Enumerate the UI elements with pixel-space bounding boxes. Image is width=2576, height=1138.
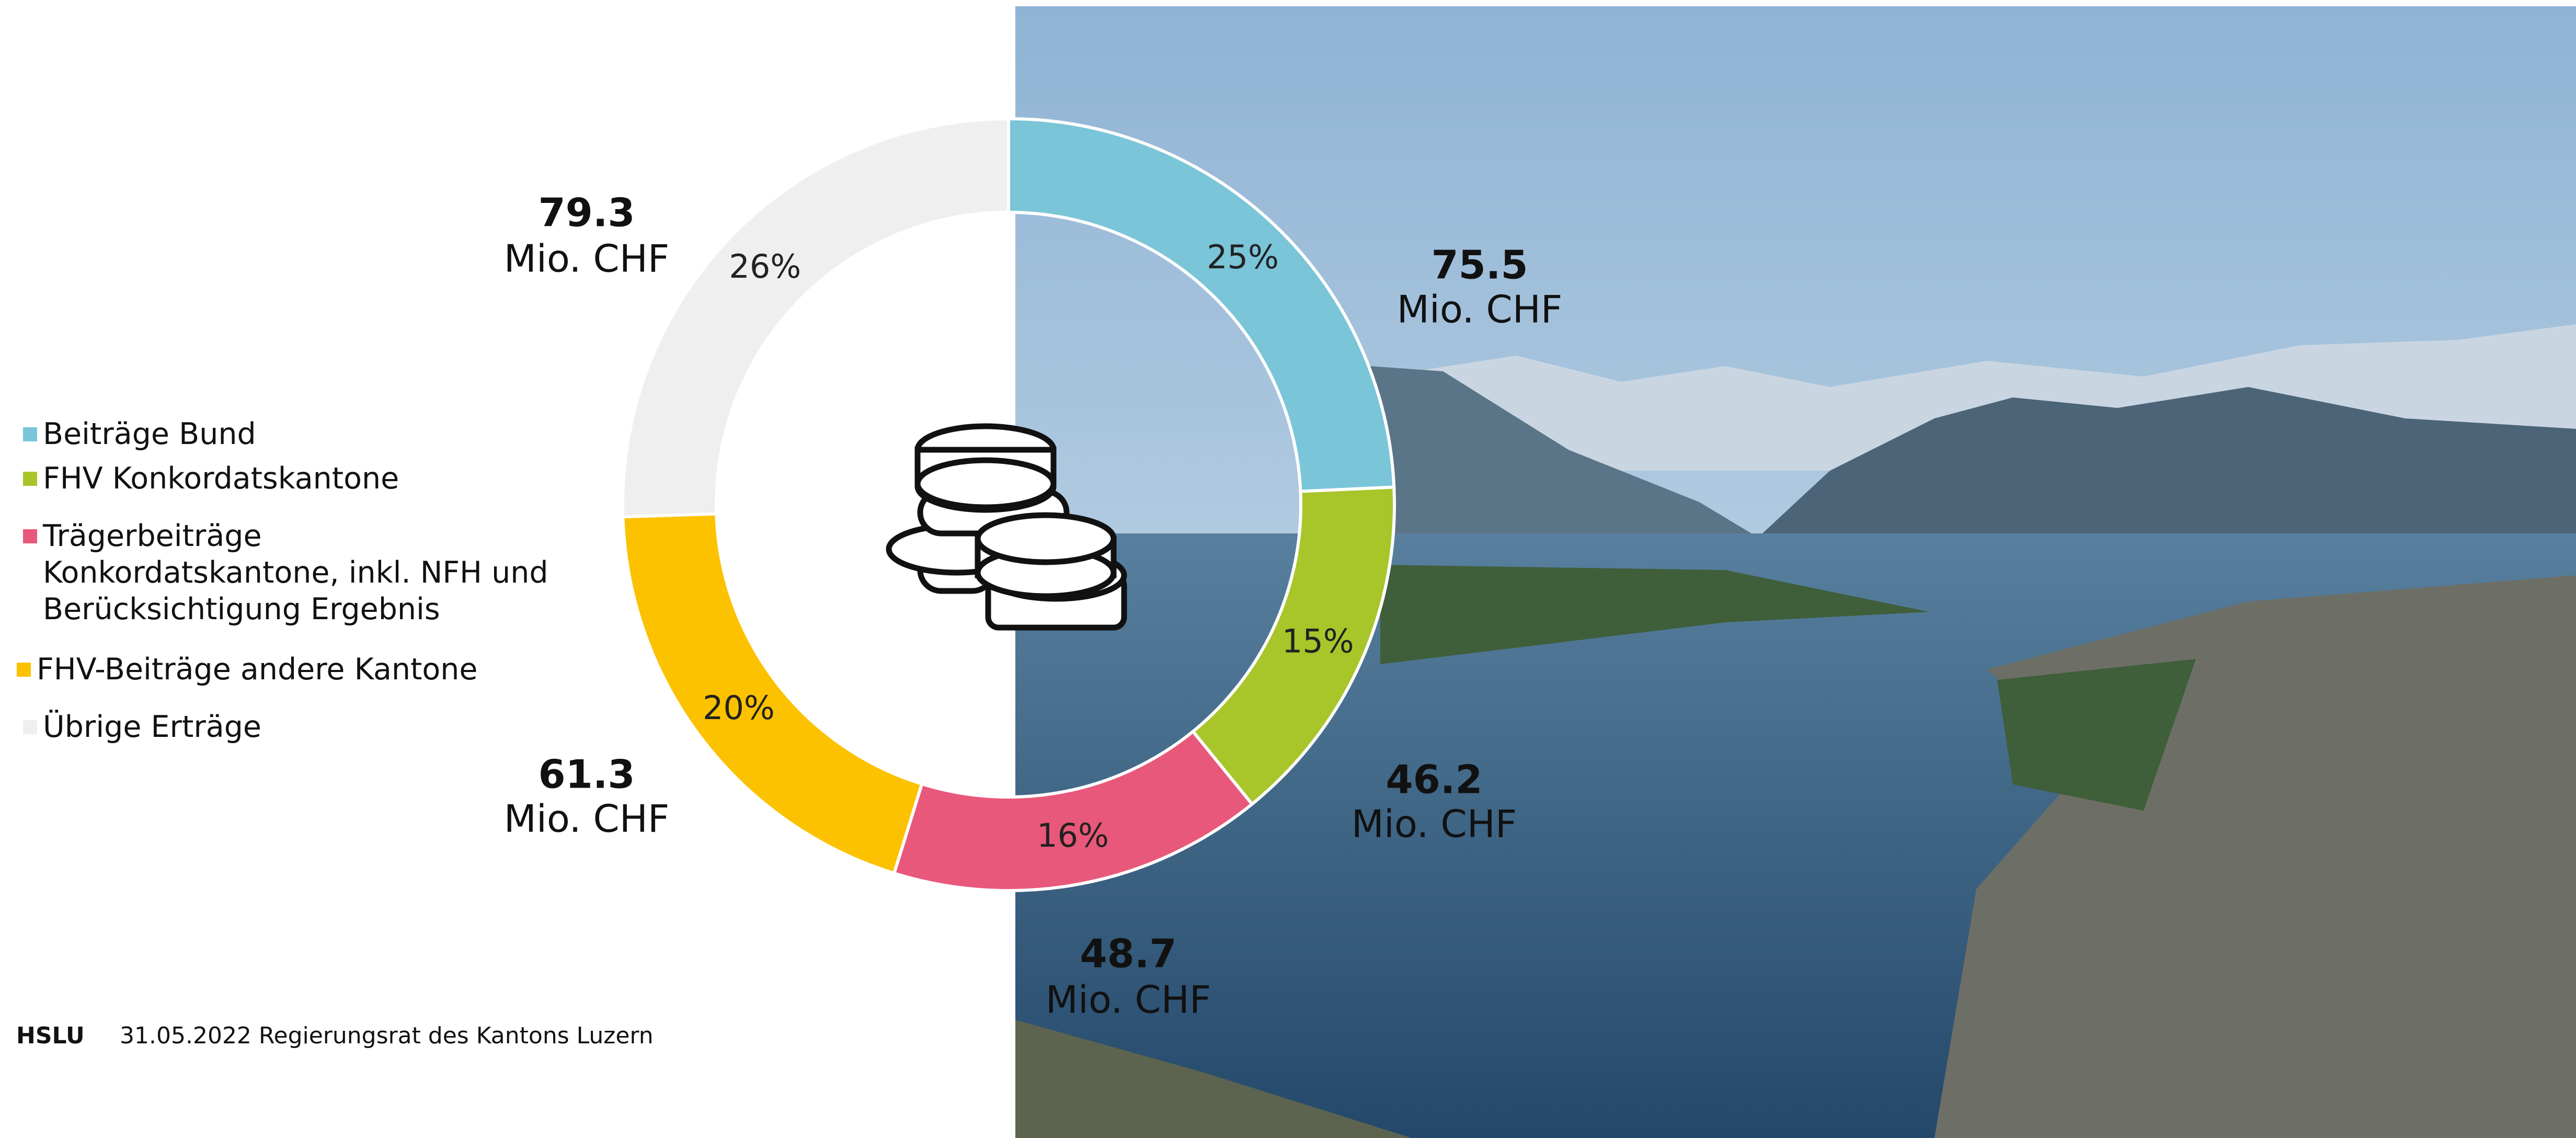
percent-label: 15%: [1282, 622, 1354, 660]
unit-label: Mio. CHF: [1397, 288, 1563, 332]
unit-label: Mio. CHF: [504, 797, 670, 841]
background-photo: [1015, 6, 2576, 1138]
donut-segment: [1007, 117, 1396, 493]
legend-label: Trägerbeiträge Konkordatskantone, inkl. …: [43, 519, 548, 627]
percent-label: 20%: [703, 689, 775, 727]
unit-label: Mio. CHF: [1352, 802, 1517, 846]
value-label: 61.3: [538, 752, 635, 798]
legend-label: Beiträge Bund: [43, 417, 256, 451]
unit-label: Mio. CHF: [504, 237, 670, 281]
coins-icon: [886, 423, 1127, 631]
legend-label: Übrige Erträge: [43, 710, 261, 744]
percent-label: 25%: [1207, 238, 1279, 276]
value-label: 75.5: [1431, 242, 1528, 288]
legend-label: FHV Konkordatskantone: [43, 461, 399, 496]
percent-label: 16%: [1037, 816, 1109, 855]
legend-swatch: [23, 472, 37, 486]
percent-label: 26%: [729, 247, 801, 286]
legend-swatch: [17, 663, 31, 677]
value-label: 48.7: [1080, 931, 1176, 977]
donut-segment: [621, 117, 1010, 519]
value-label: 46.2: [1386, 757, 1482, 803]
legend-label: FHV-Beiträge andere Kantone: [37, 652, 478, 687]
footer-text: 31.05.2022 Regierungsrat des Kantons Luz…: [120, 1022, 654, 1049]
legend-swatch: [23, 720, 37, 734]
donut-segment: [621, 512, 924, 875]
legend-swatch: [23, 529, 37, 543]
unit-label: Mio. CHF: [1046, 978, 1211, 1022]
footer-logo: HSLU: [16, 1022, 85, 1049]
donut-segment: [892, 729, 1254, 892]
legend-swatch: [23, 427, 37, 441]
value-label: 79.3: [538, 190, 635, 236]
